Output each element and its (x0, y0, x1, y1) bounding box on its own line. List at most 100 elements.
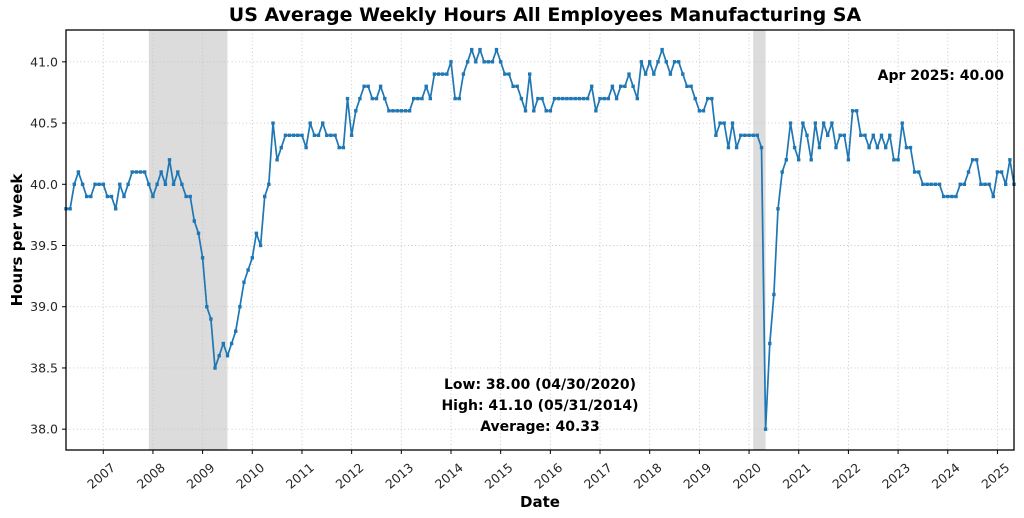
data-point (569, 96, 573, 101)
data-point (875, 145, 880, 150)
data-point (896, 158, 900, 162)
data-point (167, 158, 172, 162)
data-point (192, 219, 196, 223)
data-point (126, 182, 130, 186)
data-point (238, 305, 242, 309)
data-point (428, 96, 432, 101)
data-point (321, 121, 325, 125)
data-point (552, 96, 557, 101)
data-point (565, 96, 569, 101)
grid-lines (66, 30, 1014, 450)
data-point (925, 182, 929, 186)
data-point (677, 60, 681, 64)
data-point (85, 194, 89, 199)
data-point (478, 47, 482, 52)
data-point (585, 96, 590, 101)
data-point (987, 182, 991, 186)
data-point (739, 133, 743, 137)
data-point (817, 145, 822, 150)
data-point (283, 133, 288, 137)
data-point (457, 96, 461, 101)
data-point (544, 109, 548, 113)
data-point (254, 231, 259, 235)
data-point (358, 96, 362, 101)
data-point (648, 60, 652, 64)
annotation-latest: Apr 2025: 40.00 (878, 68, 1005, 84)
data-point (701, 109, 706, 113)
data-point (946, 194, 950, 199)
data-point (797, 158, 801, 162)
data-point (403, 109, 408, 113)
data-point (755, 133, 759, 137)
data-point (863, 133, 867, 137)
data-point (101, 182, 105, 186)
data-point (610, 84, 615, 88)
data-point (312, 133, 317, 137)
data-point (200, 256, 205, 260)
data-point (287, 133, 292, 137)
data-point (362, 84, 366, 88)
data-point (966, 170, 971, 174)
data-point (1004, 182, 1008, 186)
data-point (519, 96, 524, 101)
data-point (461, 72, 466, 76)
data-point (772, 292, 776, 297)
data-point (275, 158, 279, 162)
data-point (598, 96, 602, 101)
data-point (267, 182, 271, 186)
data-point (788, 121, 793, 125)
data-point (470, 47, 474, 52)
data-point (345, 96, 350, 101)
data-point (859, 133, 863, 137)
data-point (784, 158, 788, 162)
data-point (548, 109, 553, 113)
y-tick-label: 38.0 (30, 422, 58, 437)
data-point (975, 158, 979, 162)
data-point (556, 96, 561, 101)
data-point (76, 170, 81, 174)
data-point (147, 182, 151, 186)
data-point (441, 72, 445, 76)
data-point (954, 194, 958, 199)
data-point (416, 96, 420, 101)
tick-marks (62, 61, 998, 454)
y-axis-label: Hours per week (8, 173, 26, 307)
data-point (159, 170, 163, 174)
data-point (912, 170, 917, 174)
data-point (726, 145, 731, 150)
data-point (341, 145, 346, 150)
data-point (490, 60, 495, 64)
data-point (685, 84, 689, 88)
data-point (681, 72, 685, 76)
data-point (494, 47, 499, 52)
data-point (900, 121, 904, 125)
data-point (242, 280, 246, 284)
data-point (221, 341, 225, 346)
data-point (734, 145, 739, 150)
data-point (689, 84, 693, 88)
data-point (999, 170, 1004, 174)
data-point (225, 354, 230, 358)
data-point (730, 121, 735, 125)
data-point (118, 182, 122, 186)
data-point (532, 109, 536, 113)
data-point (602, 96, 606, 101)
data-point (300, 133, 304, 137)
data-point (229, 341, 234, 346)
data-point (643, 72, 648, 76)
data-point (619, 84, 623, 88)
data-point (652, 72, 656, 76)
recession-band (148, 30, 228, 450)
data-point (722, 121, 726, 125)
data-point (399, 109, 403, 113)
data-point (93, 182, 97, 186)
data-point (743, 133, 747, 137)
data-point (333, 133, 337, 137)
data-point (184, 194, 188, 199)
data-point (747, 133, 751, 137)
data-point (68, 207, 72, 211)
data-point (296, 133, 300, 137)
data-point (449, 60, 453, 64)
data-point (1008, 158, 1012, 162)
